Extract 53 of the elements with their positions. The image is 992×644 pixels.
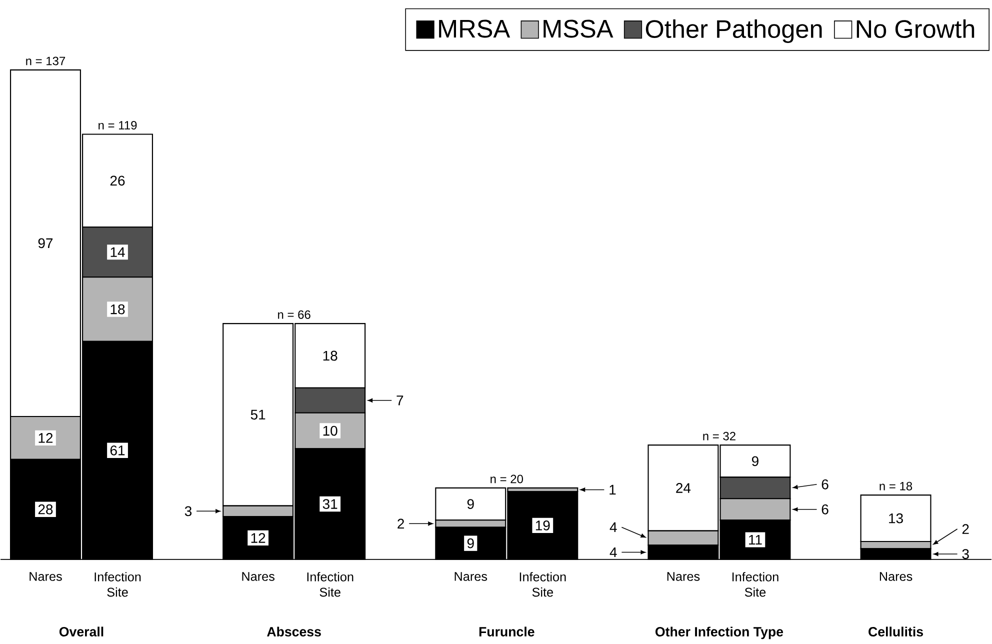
data-label: 13 [889,514,903,524]
x-tick-label: Nares [454,572,488,582]
x-tick-label: Infection Site [94,572,141,597]
text: Abscess [267,626,321,637]
data-label: 24 [676,483,691,494]
data-label: 31 [322,499,338,510]
data-label: 4 [610,548,617,558]
data-label: 9 [467,538,474,548]
data-label: 3 [962,549,969,560]
data-label: 14 [110,248,125,258]
data-label: 26 [110,176,125,186]
data-label: 61 [110,446,125,456]
data-label: 6 [822,504,828,515]
total-label: n = 137 [26,56,66,66]
legend-label: No Growth [856,20,974,38]
data-label: 9 [467,499,474,510]
legend-label: MRSA [439,20,510,38]
x-tick-label: Infection Site [520,572,566,597]
x-tick-label: Nares [880,572,912,582]
data-label: 12 [38,433,53,444]
data-label: 1 [610,485,616,495]
legend-label: MSSA [544,20,614,38]
data-label: 10 [323,426,338,436]
legend-label: Other Pathogen [646,20,822,44]
x-tick-label: Infection Site [732,572,778,597]
data-label: 18 [323,351,338,361]
data-label: 28 [38,504,53,515]
data-label: 2 [962,524,969,534]
text: Furuncle [479,626,534,637]
total-label: n = 119 [98,121,137,130]
x-tick-label: Infection Site [307,572,354,597]
x-tick-label: Nares [667,572,700,582]
data-label: 51 [250,410,266,420]
data-label: 3 [184,506,192,516]
text: Overall [59,626,104,637]
x-tick-label: Nares [242,572,274,582]
data-label: 18 [110,304,125,314]
text: Cellulitis [868,626,923,637]
text: Other Infection Type [656,626,784,640]
data-label: 2 [398,519,404,529]
total-label: n = 20 [490,474,523,484]
total-label: n = 66 [278,310,310,320]
total-label: n = 18 [880,482,912,491]
data-label: 7 [396,396,404,406]
data-label: 9 [752,456,758,466]
data-label: 97 [38,238,53,248]
total-label: n = 32 [703,432,736,441]
data-label: 11 [749,535,762,545]
x-tick-label: Nares [30,572,62,582]
data-label: 19 [536,520,550,531]
data-label: 6 [822,480,828,490]
data-label: 4 [610,522,617,532]
data-label: 12 [251,533,266,544]
